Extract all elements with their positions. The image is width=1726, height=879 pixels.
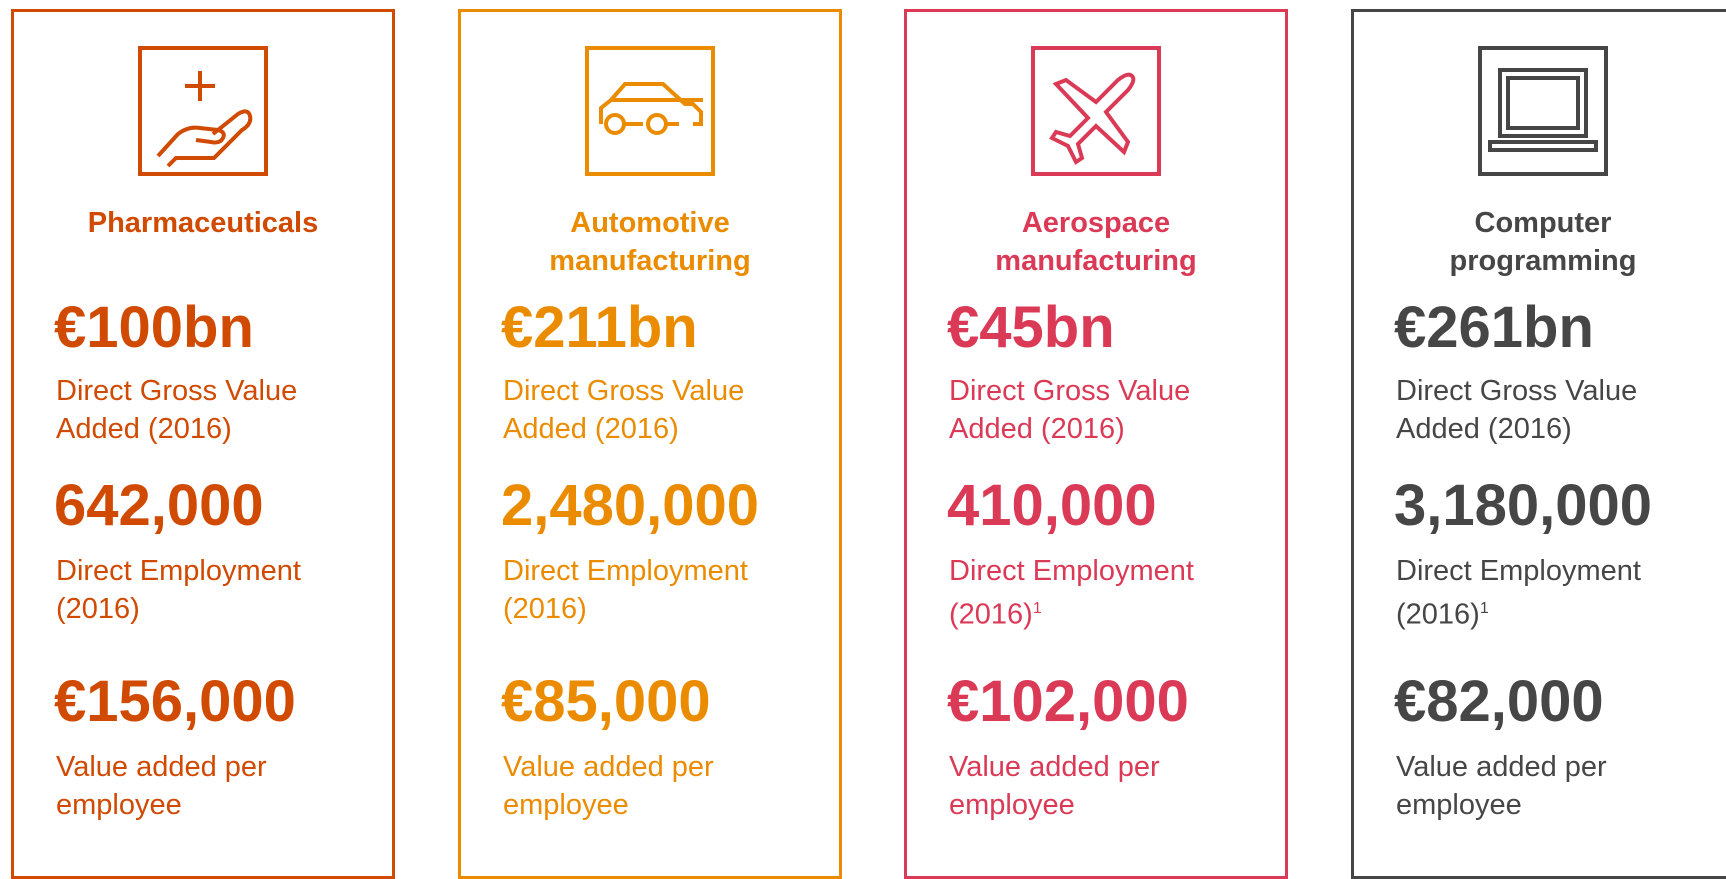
metric-label: Value added per employee (503, 748, 793, 824)
metric-value: €102,000 (947, 669, 1189, 734)
metric-value: €45bn (947, 295, 1115, 360)
label-text: Direct Employment (2016) (949, 555, 1194, 631)
label-text: Value added per employee (949, 751, 1160, 821)
icon (138, 46, 268, 176)
page: {"cards":[ {"title":"Pharmaceuticals","c… (11, 9, 1726, 879)
card-title: Aerospace manufacturing (995, 207, 1197, 277)
metric-label: Direct Employment (2016) (56, 552, 346, 628)
metric-value: 3,180,000 (1394, 473, 1653, 538)
card-title: Pharmaceuticals (87, 207, 319, 239)
metric-value: 642,000 (54, 473, 264, 538)
icon (585, 46, 715, 176)
metric-label: Value added per employee (1396, 748, 1686, 824)
label-text: Value added per employee (56, 751, 267, 821)
footnote: 1 (1032, 600, 1042, 617)
icon-graphic (138, 46, 268, 176)
metric-value: €100bn (54, 295, 254, 360)
metric-label: Direct Gross Value Added (2016) (1396, 372, 1686, 448)
metric-label: Direct Employment (2016)1 (949, 552, 1239, 634)
label-text: Direct Employment (2016) (503, 555, 748, 625)
label-text: Direct Gross Value Added (2016) (1396, 375, 1638, 445)
label-text: Direct Employment (2016) (56, 555, 301, 625)
label-text: Direct Gross Value Added (2016) (56, 375, 298, 445)
card-title: Computer programming (1449, 207, 1637, 277)
card: Pharmaceuticals €100bn Direct Gross Value … (11, 9, 395, 879)
metric-label: Value added per employee (56, 748, 346, 824)
metric-value: 2,480,000 (501, 473, 760, 538)
metric-label: Direct Gross Value Added (2016) (503, 372, 793, 448)
metric-label: Value added per employee (949, 748, 1239, 824)
label-text: Direct Gross Value Added (2016) (949, 375, 1191, 445)
metric-label: Direct Gross Value Added (2016) (949, 372, 1239, 448)
label-text: Value added per employee (503, 751, 714, 821)
metric-label: Direct Employment (2016)1 (1396, 552, 1686, 634)
label-text: Direct Employment (2016) (1396, 555, 1641, 631)
icon-graphic (1031, 46, 1161, 176)
metric-value: 410,000 (947, 473, 1157, 538)
metric-value: €156,000 (54, 669, 296, 734)
icon-graphic (585, 46, 715, 176)
metric-value: €82,000 (1394, 669, 1604, 734)
label-text: Direct Gross Value Added (2016) (503, 375, 745, 445)
icon-graphic (1478, 46, 1608, 176)
footnote: 1 (1479, 600, 1489, 617)
metric-value: €85,000 (501, 669, 711, 734)
card: Aerospace manufacturing €45bn Direct Gross… (904, 9, 1288, 879)
icon (1478, 46, 1608, 176)
card-title: Automotive manufacturing (549, 207, 751, 277)
metric-value: €211bn (501, 295, 698, 360)
icon (1031, 46, 1161, 176)
card: Computer programming €261bn Direct Gross V… (1351, 9, 1726, 879)
card: Automotive manufacturing €211bn Direct Gro… (458, 9, 842, 879)
metric-label: Direct Gross Value Added (2016) (56, 372, 346, 448)
label-text: Value added per employee (1396, 751, 1607, 821)
metric-value: €261bn (1394, 295, 1594, 360)
metric-label: Direct Employment (2016) (503, 552, 793, 628)
